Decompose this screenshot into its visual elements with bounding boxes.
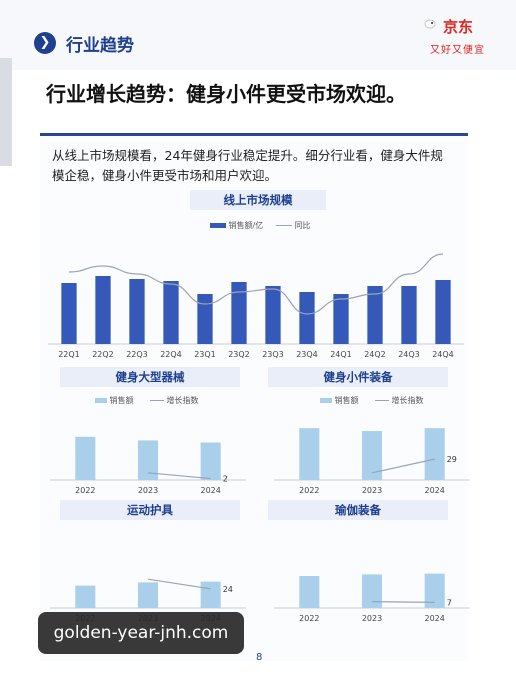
bar bbox=[95, 276, 111, 344]
bar bbox=[265, 286, 281, 344]
chart-title-protective-gear: 运动护具 bbox=[60, 500, 240, 520]
bar bbox=[424, 573, 445, 608]
chart-title-yoga-equipment: 瑜伽装备 bbox=[268, 500, 448, 520]
data-label: 2 bbox=[223, 475, 228, 484]
chevron-right-icon: ❯ bbox=[34, 32, 56, 54]
legend-label: 销售额 bbox=[109, 396, 134, 405]
bar bbox=[424, 428, 445, 480]
legend-line-swatch bbox=[150, 400, 164, 401]
tick-label: 24Q3 bbox=[398, 350, 420, 359]
yoga-equipment-chart: 7 2022 2023 2024 bbox=[274, 573, 470, 623]
main-chart-legend: 销售额/亿 同比 bbox=[210, 220, 330, 232]
page-headline: 行业增长趋势：健身小件更受市场欢迎。 bbox=[46, 82, 406, 106]
tick-label: 2024 bbox=[424, 614, 444, 623]
legend-label: 销售额/亿 bbox=[228, 221, 264, 230]
brand-slogan: 又好又便宜 bbox=[430, 45, 485, 56]
watermark-overlay: golden-year-jnh.com bbox=[38, 612, 244, 654]
bar bbox=[361, 574, 383, 608]
jd-mascot-logo bbox=[424, 19, 436, 29]
series-line bbox=[147, 578, 211, 590]
page-header bbox=[0, 0, 516, 70]
tick-label: 22Q1 bbox=[58, 350, 80, 359]
series-line bbox=[371, 601, 435, 603]
tick-label: 24Q2 bbox=[364, 350, 386, 359]
bar bbox=[361, 431, 383, 480]
tick-label: 22Q3 bbox=[126, 350, 148, 359]
bar bbox=[200, 442, 221, 480]
tick-label: 22Q2 bbox=[92, 350, 114, 359]
tick-label: 23Q1 bbox=[194, 350, 216, 359]
tick-label: 22Q4 bbox=[160, 350, 182, 359]
bar bbox=[299, 428, 320, 480]
bar bbox=[137, 582, 159, 608]
series-line bbox=[147, 472, 211, 480]
tick-label: 2023 bbox=[362, 486, 382, 495]
legend-line-swatch bbox=[276, 225, 292, 226]
intro-text: 从线上市场规模看，24年健身行业稳定提升。细分行业看，健身大件规模企稳，健身小件… bbox=[52, 148, 443, 183]
bar bbox=[367, 286, 383, 344]
bar bbox=[401, 286, 417, 344]
tick-label: 23Q2 bbox=[228, 350, 250, 359]
legend-label: 增长指数 bbox=[166, 396, 199, 405]
bar bbox=[197, 294, 213, 344]
small-equipment-chart: 29 2022 2023 2024 bbox=[274, 428, 470, 495]
data-label: 29 bbox=[447, 455, 457, 464]
legend-label: 销售额 bbox=[334, 396, 359, 405]
large-equipment-legend: 销售额 增长指数 bbox=[95, 395, 235, 407]
bar bbox=[129, 279, 145, 344]
bar bbox=[61, 283, 77, 344]
content-panel bbox=[40, 133, 468, 661]
tick-label: 23Q4 bbox=[296, 350, 318, 359]
bar bbox=[75, 436, 96, 480]
chart-title-small-equipment: 健身小件装备 bbox=[268, 367, 448, 387]
side-accent-bar bbox=[0, 58, 12, 166]
legend-bar-swatch bbox=[95, 398, 107, 403]
bar bbox=[163, 281, 179, 344]
data-label: 24 bbox=[223, 585, 233, 594]
tick-label: 2023 bbox=[138, 486, 158, 495]
main-market-chart: 22Q1 22Q2 22Q3 22Q4 23Q1 23Q2 23Q3 23Q4 24Q1 24Q2… bbox=[48, 253, 464, 359]
tick-label: 2022 bbox=[75, 486, 95, 495]
bar bbox=[231, 282, 247, 344]
small-equipment-legend: 销售额 增长指数 bbox=[320, 395, 460, 407]
bar bbox=[435, 280, 451, 344]
series-line bbox=[68, 253, 444, 315]
tick-label: 2023 bbox=[362, 614, 382, 623]
tick-label: 23Q3 bbox=[262, 350, 284, 359]
legend-label: 同比 bbox=[294, 221, 311, 230]
page-number: 8 bbox=[256, 652, 263, 663]
legend-bar-swatch bbox=[320, 398, 332, 403]
bar bbox=[75, 585, 96, 608]
bar bbox=[299, 292, 315, 344]
tick-label: 24Q4 bbox=[432, 350, 454, 359]
brand-name: 京东 bbox=[443, 18, 474, 36]
series-line bbox=[371, 458, 435, 474]
legend-bar-swatch bbox=[210, 223, 226, 228]
data-label: 7 bbox=[447, 598, 452, 607]
section-title: 行业趋势 bbox=[66, 36, 134, 56]
legend-label: 增长指数 bbox=[391, 396, 424, 405]
bar bbox=[333, 294, 349, 344]
tick-label: 2024 bbox=[424, 486, 444, 495]
tick-label: 2024 bbox=[200, 486, 220, 495]
bar bbox=[299, 576, 320, 608]
tick-label: 2022 bbox=[299, 614, 319, 623]
tick-label: 2022 bbox=[299, 486, 319, 495]
legend-line-swatch bbox=[375, 400, 389, 401]
tick-label: 24Q1 bbox=[330, 350, 352, 359]
bar bbox=[200, 581, 221, 608]
main-chart-title: 线上市场规模 bbox=[190, 190, 326, 210]
large-equipment-chart: 2 2022 2023 2024 bbox=[50, 436, 246, 495]
chart-title-large-equipment: 健身大型器械 bbox=[60, 367, 240, 387]
bar bbox=[137, 440, 159, 480]
